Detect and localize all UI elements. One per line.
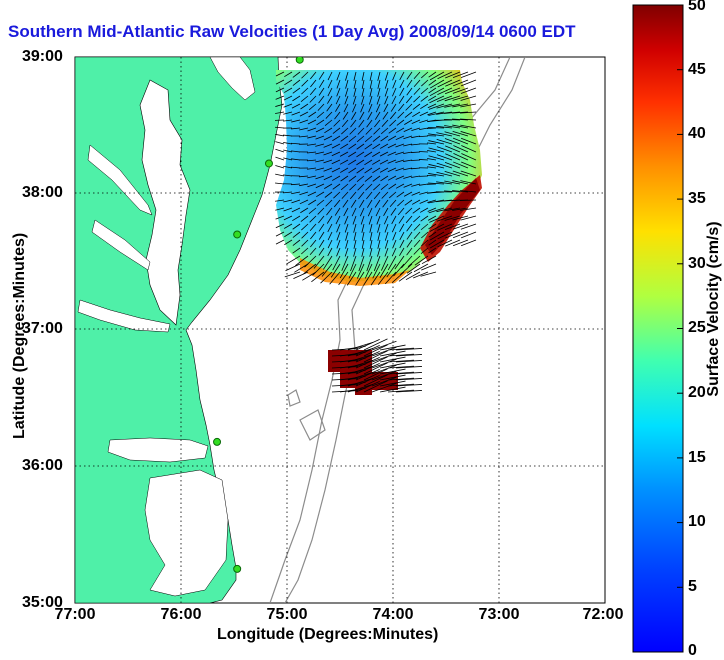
velocity-vector xyxy=(419,159,428,160)
x-axis-label: Longitude (Degrees:Minutes) xyxy=(217,626,438,644)
colorbar-tick-label: 30 xyxy=(688,255,706,273)
colorbar-tick-label: 25 xyxy=(688,319,706,337)
radar-station-marker xyxy=(265,160,272,167)
radar-station-marker xyxy=(214,438,221,445)
colorbar xyxy=(633,5,683,652)
velocity-vector xyxy=(411,152,420,153)
colorbar-tick-label: 35 xyxy=(688,190,706,208)
x-tick-label: 73:00 xyxy=(479,606,520,624)
colorbar-label: Surface Velocity (cm/s) xyxy=(705,209,723,409)
y-tick-label: 39:00 xyxy=(22,48,63,66)
x-tick-label: 76:00 xyxy=(161,606,202,624)
colorbar-tick-label: 15 xyxy=(688,449,706,467)
x-tick-label: 74:00 xyxy=(373,606,414,624)
colorbar-tick-label: 45 xyxy=(688,61,706,79)
colorbar-tick-label: 20 xyxy=(688,384,706,402)
y-tick-label: 36:00 xyxy=(22,457,63,475)
radar-station-marker xyxy=(234,231,241,238)
x-tick-label: 75:00 xyxy=(267,606,308,624)
y-axis-label: Latitude (Degrees:Minutes) xyxy=(11,239,29,439)
colorbar-tick-label: 0 xyxy=(688,642,697,660)
velocity-vector xyxy=(411,160,420,161)
velocity-vector xyxy=(460,200,476,201)
colorbar-tick-label: 10 xyxy=(688,513,706,531)
colorbar-tick-label: 50 xyxy=(688,0,706,15)
y-tick-label: 38:00 xyxy=(22,184,63,202)
y-tick-label: 35:00 xyxy=(22,594,63,612)
colorbar-tick-label: 5 xyxy=(688,578,697,596)
colorbar-tick-label: 40 xyxy=(688,125,706,143)
radar-station-marker xyxy=(234,565,241,572)
x-tick-label: 72:00 xyxy=(583,606,624,624)
velocity-vector xyxy=(419,151,428,152)
radar-station-marker xyxy=(296,56,303,63)
